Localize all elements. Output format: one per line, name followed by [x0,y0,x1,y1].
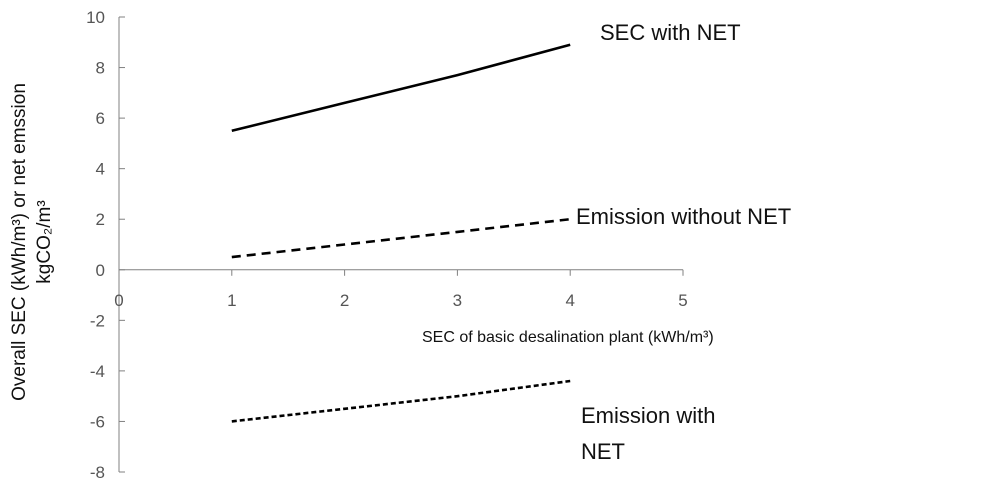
annotation-emission-without-net: Emission without NET [576,204,791,229]
y-tick-label: -6 [90,412,105,431]
y-tick-label: 6 [96,109,105,128]
series-emission-with-net [231,379,571,423]
annotation-emission-with-line1: Emission with [581,403,715,428]
x-axis-title: SEC of basic desalination plant (kWh/m³) [422,329,714,346]
x-tick-label: 2 [340,291,349,310]
x-tick-label: 5 [678,291,687,310]
y-axis-title-line2: kgCO₂/m³ [34,200,55,283]
x-tick-label: 1 [227,291,236,310]
series-sec-with-net [231,43,571,133]
x-tick-label: 4 [565,291,574,310]
y-axis-title-line1: Overall SEC (kWh/m³) or net emssion [9,83,30,401]
series-emission-without-net [231,217,571,259]
series-group [231,43,571,423]
y-tick-label: 8 [96,59,105,78]
y-tick-label: 10 [86,8,105,27]
annotation-sec-with-net: SEC with NET [600,20,741,45]
y-tick-label: -2 [90,311,105,330]
y-tick-label: 4 [96,160,105,179]
y-tick-label: 2 [96,210,105,229]
labels-group: SEC with NET Emission without NET Emission… [9,20,791,464]
y-tick-label: -8 [90,463,105,482]
annotation-emission-with-line2: NET [581,439,625,464]
x-tick-label: 3 [453,291,462,310]
x-tick-label: 0 [114,291,123,310]
axes: -8 -6 -4 -2 0 2 4 6 8 10 0 1 2 3 4 5 [86,8,688,482]
y-tick-label: -4 [90,362,105,381]
y-tick-label: 0 [96,261,105,280]
